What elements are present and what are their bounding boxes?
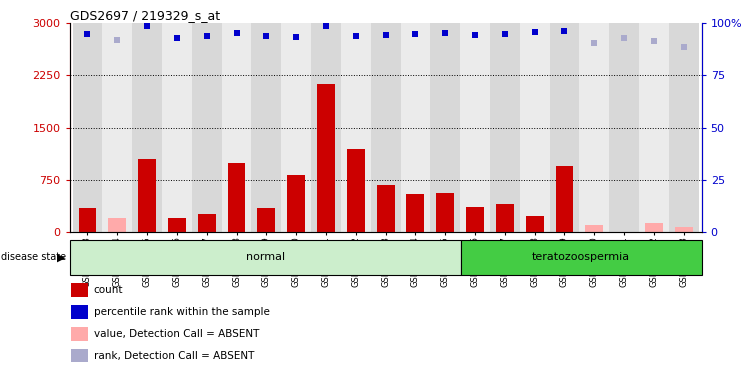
Bar [162,23,191,232]
Bar [138,159,156,232]
Bar [406,194,424,232]
Bar [79,208,96,232]
Bar [281,23,311,232]
Bar [311,23,341,232]
Bar [580,23,609,232]
Bar [639,23,669,232]
Text: ▶: ▶ [58,252,66,262]
Bar [251,23,281,232]
Bar [347,149,365,232]
Bar [371,23,400,232]
Bar [400,23,430,232]
Bar [675,227,693,232]
Bar [490,23,520,232]
Bar [496,204,514,232]
Bar [609,23,639,232]
Bar [191,23,221,232]
Bar [102,23,132,232]
Bar [377,185,394,232]
Bar [197,214,215,232]
Text: count: count [94,285,123,295]
Text: disease state: disease state [1,252,66,262]
Text: rank, Detection Call = ABSENT: rank, Detection Call = ABSENT [94,351,254,361]
Bar [466,207,484,232]
Text: normal: normal [245,252,285,262]
Bar [586,225,603,232]
Bar [227,162,245,232]
Bar [221,23,251,232]
Text: teratozoospermia: teratozoospermia [532,252,631,262]
Bar [341,23,371,232]
Bar [108,218,126,232]
Text: GDS2697 / 219329_s_at: GDS2697 / 219329_s_at [70,9,220,22]
Bar [132,23,162,232]
Bar [460,23,490,232]
Bar [669,23,699,232]
Bar [257,208,275,232]
Bar [73,23,102,232]
Bar [287,175,305,232]
Bar [556,166,574,232]
Bar [436,192,454,232]
Bar [645,223,663,232]
Text: value, Detection Call = ABSENT: value, Detection Call = ABSENT [94,329,259,339]
Bar [430,23,460,232]
Bar [168,218,186,232]
Text: percentile rank within the sample: percentile rank within the sample [94,307,269,317]
Bar [317,84,335,232]
Bar [550,23,580,232]
Bar [526,216,544,232]
Bar [461,240,702,275]
Bar [70,240,461,275]
Bar [520,23,550,232]
